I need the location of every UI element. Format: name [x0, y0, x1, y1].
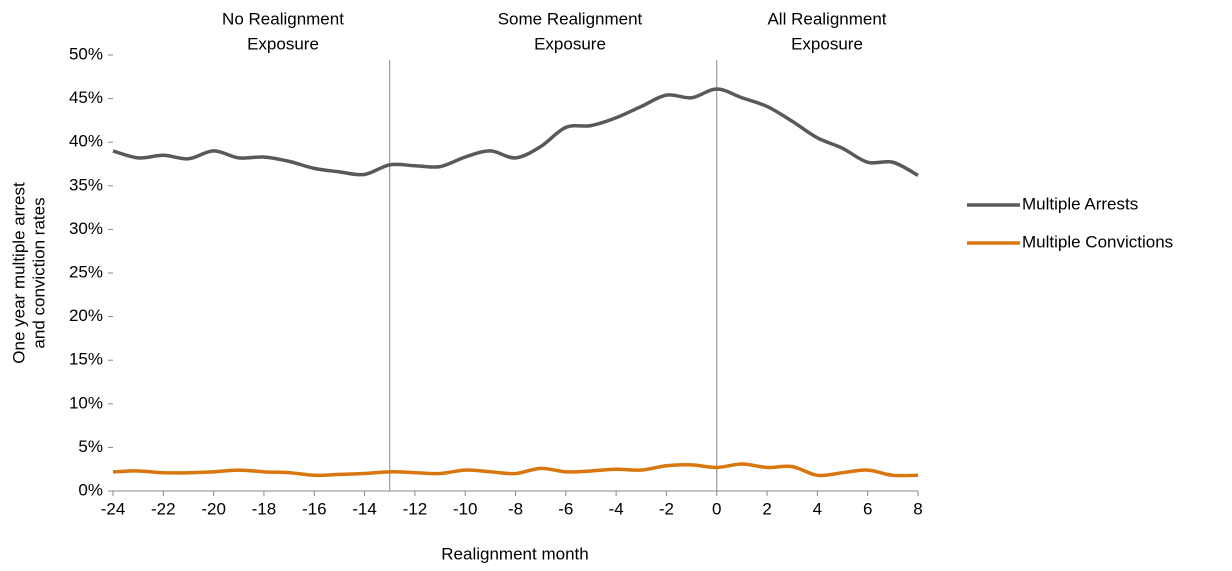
- y-axis-title-line: and conviction rates: [29, 197, 48, 348]
- y-tick-label: 30%: [69, 219, 103, 238]
- x-tick-label: -12: [403, 499, 428, 518]
- x-tick-label: 2: [762, 499, 771, 518]
- x-tick-label: -16: [302, 499, 327, 518]
- x-tick-label: 6: [863, 499, 872, 518]
- x-tick-label: -24: [101, 499, 126, 518]
- y-tick-label: 20%: [69, 306, 103, 325]
- period-label: Exposure: [247, 34, 319, 53]
- x-tick-label: -22: [151, 499, 176, 518]
- period-label: All Realignment: [767, 9, 886, 28]
- period-label: Some Realignment: [498, 9, 643, 28]
- y-tick-label: 15%: [69, 350, 103, 369]
- y-tick-label: 50%: [69, 44, 103, 63]
- legend-label: Multiple Convictions: [1022, 232, 1173, 251]
- legend-label: Multiple Arrests: [1022, 194, 1138, 213]
- x-tick-label: -2: [659, 499, 674, 518]
- x-tick-label: -10: [453, 499, 478, 518]
- y-tick-label: 35%: [69, 175, 103, 194]
- y-tick-label: 40%: [69, 132, 103, 151]
- x-tick-label: 0: [712, 499, 721, 518]
- data-line: [112, 462, 919, 478]
- y-tick-label: 0%: [78, 480, 103, 499]
- y-axis-title: One year multiple arrest and conviction r…: [9, 182, 48, 364]
- y-tick-label: 25%: [69, 262, 103, 281]
- x-tick-label: -20: [201, 499, 226, 518]
- y-tick-label: 5%: [78, 437, 103, 456]
- x-tick-label: 4: [813, 499, 822, 518]
- y-tick-label: 10%: [69, 393, 103, 412]
- y-tick-label: 45%: [69, 88, 103, 107]
- x-tick-label: -4: [609, 499, 624, 518]
- x-tick-label: -14: [352, 499, 377, 518]
- y-axis-title-line: One year multiple arrest: [9, 182, 28, 364]
- data-line: [112, 87, 919, 177]
- x-tick-label: 8: [913, 499, 922, 518]
- x-axis-title: Realignment month: [441, 544, 588, 563]
- x-tick-label: -6: [558, 499, 573, 518]
- period-label: No Realignment: [222, 9, 344, 28]
- period-label: Exposure: [791, 34, 863, 53]
- x-tick-label: -8: [508, 499, 523, 518]
- period-label: Exposure: [534, 34, 606, 53]
- x-tick-label: -18: [252, 499, 277, 518]
